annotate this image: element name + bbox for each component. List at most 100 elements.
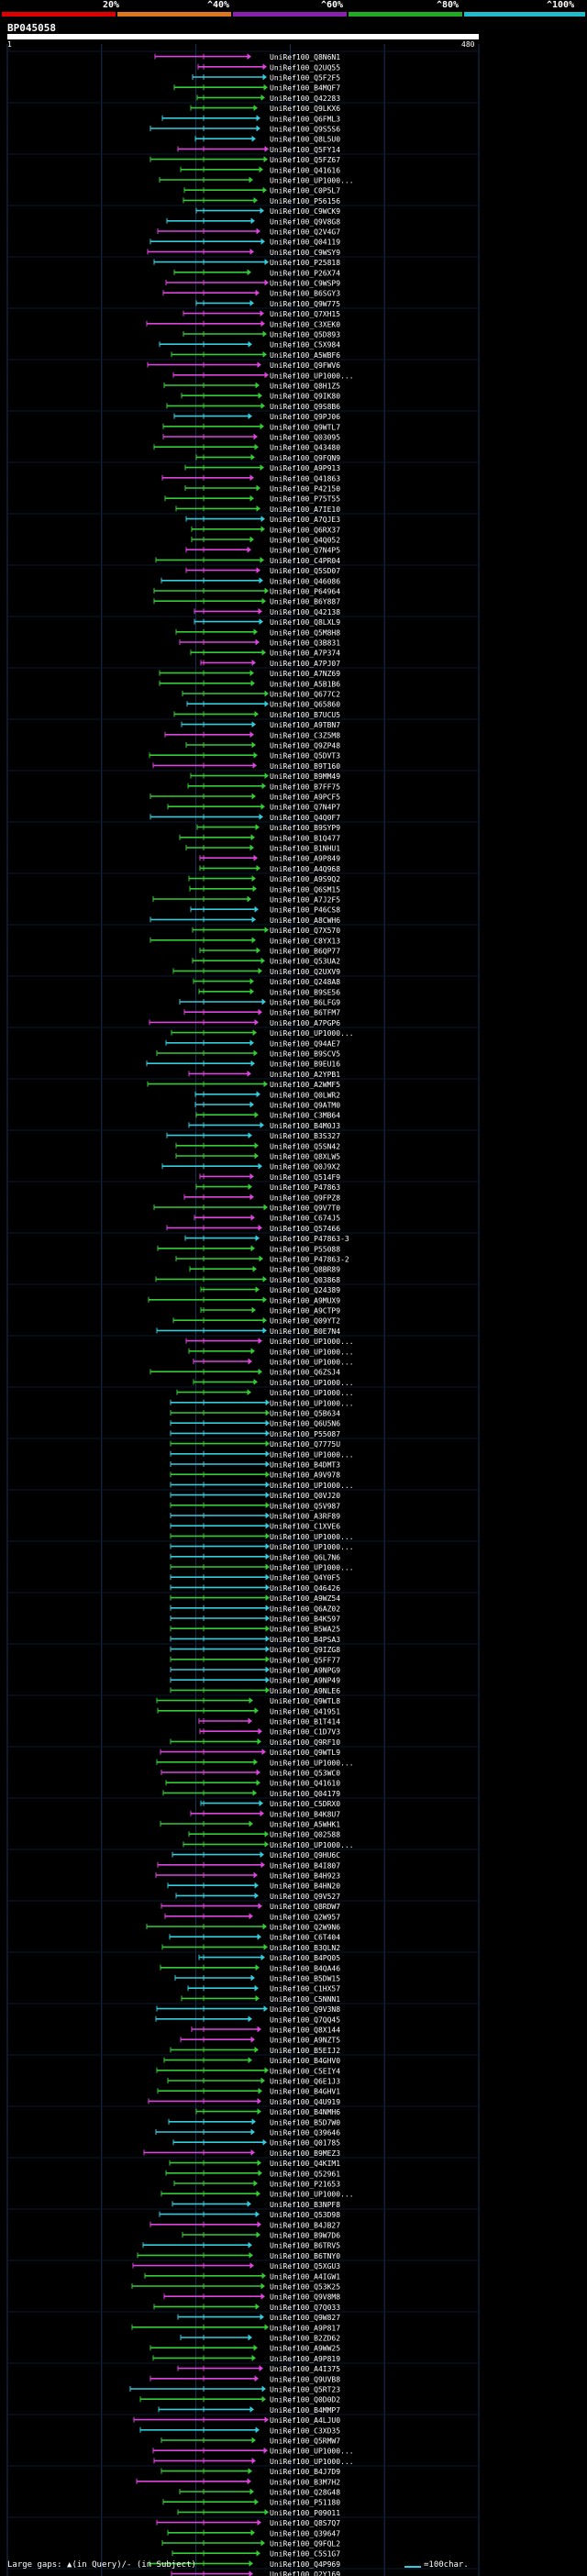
hit-label-link[interactable]: UniRef100_B4GHV0 — [270, 2057, 340, 2065]
hit-label-link[interactable]: UniRef100_B4MMP7 — [270, 2406, 340, 2415]
hit-row[interactable]: UniRef100_UP1000... — [156, 1759, 354, 1767]
hit-label-link[interactable]: UniRef100_B6QP77 — [270, 948, 340, 956]
hit-row[interactable]: UniRef100_Q65860 — [186, 701, 340, 709]
hit-row[interactable]: UniRef100_B4K597 — [170, 1616, 340, 1624]
hit-label-link[interactable]: UniRef100_P47863 — [270, 1183, 340, 1192]
hit-row[interactable]: UniRef100_Q9V8G8 — [166, 217, 340, 226]
hit-label-link[interactable]: UniRef100_UP1000... — [270, 372, 354, 380]
hit-row[interactable]: UniRef100_Q5XGU3 — [132, 2262, 340, 2271]
hit-row[interactable]: UniRef100_B7FF75 — [187, 783, 340, 791]
hit-row[interactable]: UniRef100_P25818 — [153, 259, 340, 267]
hit-row[interactable]: UniRef100_C9WSY9 — [147, 249, 340, 257]
hit-label-link[interactable]: UniRef100_Q5D893 — [270, 331, 340, 339]
hit-row[interactable]: UniRef100_A7J2F5 — [152, 896, 340, 905]
hit-label-link[interactable]: UniRef100_Q03095 — [270, 434, 340, 442]
hit-label-link[interactable]: UniRef100_B1NHU1 — [270, 845, 340, 853]
hit-row[interactable]: UniRef100_A9P913 — [184, 464, 340, 472]
hit-label-link[interactable]: UniRef100_Q9FPZ8 — [270, 1194, 340, 1202]
hit-label-link[interactable]: UniRef100_Q9IZG8 — [270, 1646, 340, 1654]
hit-label-link[interactable]: UniRef100_B6LFG9 — [270, 999, 340, 1007]
hit-row[interactable]: UniRef100_A9V978 — [170, 1471, 340, 1480]
hit-row[interactable]: UniRef100_C5EIY4 — [156, 2067, 340, 2075]
hit-label-link[interactable]: UniRef100_P26X74 — [270, 269, 340, 277]
hit-label-link[interactable]: UniRef100_Q4Q0F7 — [270, 814, 340, 822]
hit-label-link[interactable]: UniRef100_Q94AE7 — [270, 1039, 340, 1048]
hit-label-link[interactable]: UniRef100_Q46426 — [270, 1584, 340, 1593]
hit-row[interactable]: UniRef100_Q5SD07 — [185, 567, 340, 575]
hit-label-link[interactable]: UniRef100_Q53D98 — [270, 2211, 340, 2219]
hit-label-link[interactable]: UniRef100_A7J2F5 — [270, 896, 340, 905]
hit-label-link[interactable]: UniRef100_P09011 — [270, 2509, 340, 2517]
hit-label-link[interactable]: UniRef100_Q41863 — [270, 474, 340, 483]
hit-row[interactable]: UniRef100_Q41951 — [157, 1707, 340, 1715]
hit-row[interactable]: UniRef100_A9P849 — [199, 855, 340, 863]
hit-label-link[interactable]: UniRef100_Q8L5U0 — [270, 136, 340, 144]
hit-row[interactable]: UniRef100_Q9WTL7 — [162, 423, 340, 431]
hit-label-link[interactable]: UniRef100_A9WW25 — [270, 2345, 340, 2353]
hit-label-link[interactable]: UniRef100_Q02588 — [270, 1831, 340, 1839]
hit-row[interactable]: UniRef100_B4DMT3 — [170, 1461, 340, 1470]
hit-row[interactable]: UniRef100_B9W7D6 — [182, 2232, 340, 2240]
hit-label-link[interactable]: UniRef100_B6TNY0 — [270, 2252, 340, 2260]
hit-row[interactable]: UniRef100_Q9V3N8 — [156, 2005, 340, 2014]
hit-row[interactable]: UniRef100_Q03095 — [162, 434, 340, 442]
hit-row[interactable]: UniRef100_Q2UQ55 — [197, 63, 340, 72]
hit-row[interactable]: UniRef100_A9NP49 — [170, 1677, 340, 1685]
hit-row[interactable]: UniRef100_B4JB27 — [150, 2221, 340, 2229]
hit-label-link[interactable]: UniRef100_Q5FY14 — [270, 146, 340, 154]
hit-label-link[interactable]: UniRef100_A7QJE3 — [270, 516, 340, 524]
hit-label-link[interactable]: UniRef100_Q39647 — [270, 2529, 340, 2537]
hit-label-link[interactable]: UniRef100_C8YX13 — [270, 937, 340, 945]
hit-row[interactable]: UniRef100_B6TFM7 — [183, 1009, 340, 1017]
hit-row[interactable]: UniRef100_Q39647 — [167, 2529, 340, 2537]
hit-label-link[interactable]: UniRef100_C9WSP9 — [270, 280, 340, 288]
hit-row[interactable]: UniRef100_A9WW25 — [150, 2345, 340, 2353]
hit-label-link[interactable]: UniRef100_B4GHV1 — [270, 2088, 340, 2096]
hit-label-link[interactable]: UniRef100_A7NZ69 — [270, 670, 340, 678]
hit-label-link[interactable]: UniRef100_Q5RMW7 — [270, 2437, 340, 2446]
hit-row[interactable]: UniRef100_B4HN20 — [167, 1882, 340, 1891]
hit-label-link[interactable]: UniRef100_Q8S7Q7 — [270, 2519, 340, 2527]
hit-row[interactable]: UniRef100_Q6ZSJ4 — [150, 1369, 340, 1377]
hit-label-link[interactable]: UniRef100_Q2Y169 — [270, 2570, 340, 2576]
hit-label-link[interactable]: UniRef100_UP1000... — [270, 1450, 354, 1459]
hit-label-link[interactable]: UniRef100_Q4KIM1 — [270, 2160, 340, 2168]
hit-row[interactable]: UniRef100_C3MB64 — [195, 1112, 340, 1120]
hit-row[interactable]: UniRef100_C9WSP9 — [165, 280, 340, 288]
hit-label-link[interactable]: UniRef100_P47863-2 — [270, 1256, 349, 1264]
hit-label-link[interactable]: UniRef100_P64964 — [270, 588, 340, 596]
hit-row[interactable]: UniRef100_Q4U919 — [148, 2098, 340, 2106]
hit-row[interactable]: UniRef100_A5WBF6 — [171, 351, 340, 360]
hit-label-link[interactable]: UniRef100_Q6ZSJ4 — [270, 1369, 340, 1377]
hit-label-link[interactable]: UniRef100_A9PCF5 — [270, 794, 340, 802]
hit-label-link[interactable]: UniRef100_C4PR04 — [270, 557, 340, 565]
hit-label-link[interactable]: UniRef100_A2WMF5 — [270, 1081, 340, 1089]
hit-label-link[interactable]: UniRef100_A7IE10 — [270, 505, 340, 514]
hit-label-link[interactable]: UniRef100_Q9HU6C — [270, 1851, 340, 1860]
hit-row[interactable]: UniRef100_Q6U5N6 — [170, 1420, 340, 1428]
hit-label-link[interactable]: UniRef100_UP1000... — [270, 1533, 354, 1541]
hit-row[interactable]: UniRef100_B9SYP9 — [196, 824, 340, 832]
hit-row[interactable]: UniRef100_Q7775U — [170, 1440, 340, 1449]
hit-label-link[interactable]: UniRef100_Q5FF77 — [270, 1656, 340, 1664]
hit-label-link[interactable]: UniRef100_Q03868 — [270, 1276, 340, 1284]
hit-row[interactable]: UniRef100_Q7Q033 — [153, 2304, 340, 2312]
hit-label-link[interactable]: UniRef100_UP1000... — [270, 177, 354, 185]
hit-label-link[interactable]: UniRef100_A9NZT5 — [270, 2037, 340, 2045]
hit-label-link[interactable]: UniRef100_Q8LXL9 — [270, 618, 340, 627]
hit-label-link[interactable]: UniRef100_Q4U919 — [270, 2098, 340, 2106]
hit-label-link[interactable]: UniRef100_P56156 — [270, 197, 340, 205]
hit-row[interactable]: UniRef100_Q04119 — [150, 239, 340, 247]
hit-row[interactable]: UniRef100_B6TRV5 — [142, 2242, 340, 2250]
hit-row[interactable]: UniRef100_Q9WTL8 — [156, 1697, 340, 1705]
hit-row[interactable]: UniRef100_B4GHV0 — [163, 2057, 340, 2065]
hit-row[interactable]: UniRef100_Q6AZ02 — [170, 1604, 340, 1613]
hit-row[interactable]: UniRef100_C5NNN1 — [181, 1995, 340, 2004]
hit-row[interactable]: UniRef100_P75T55 — [164, 495, 340, 504]
hit-label-link[interactable]: UniRef100_Q6U5N6 — [270, 1420, 340, 1428]
hit-row[interactable]: UniRef100_A4IGW1 — [144, 2272, 340, 2281]
hit-label-link[interactable]: UniRef100_Q7775U — [270, 1440, 340, 1449]
hit-row[interactable]: UniRef100_P42150 — [184, 485, 340, 494]
hit-label-link[interactable]: UniRef100_Q28G48 — [270, 2489, 340, 2497]
hit-row[interactable]: UniRef100_C5DRX0 — [200, 1800, 340, 1808]
